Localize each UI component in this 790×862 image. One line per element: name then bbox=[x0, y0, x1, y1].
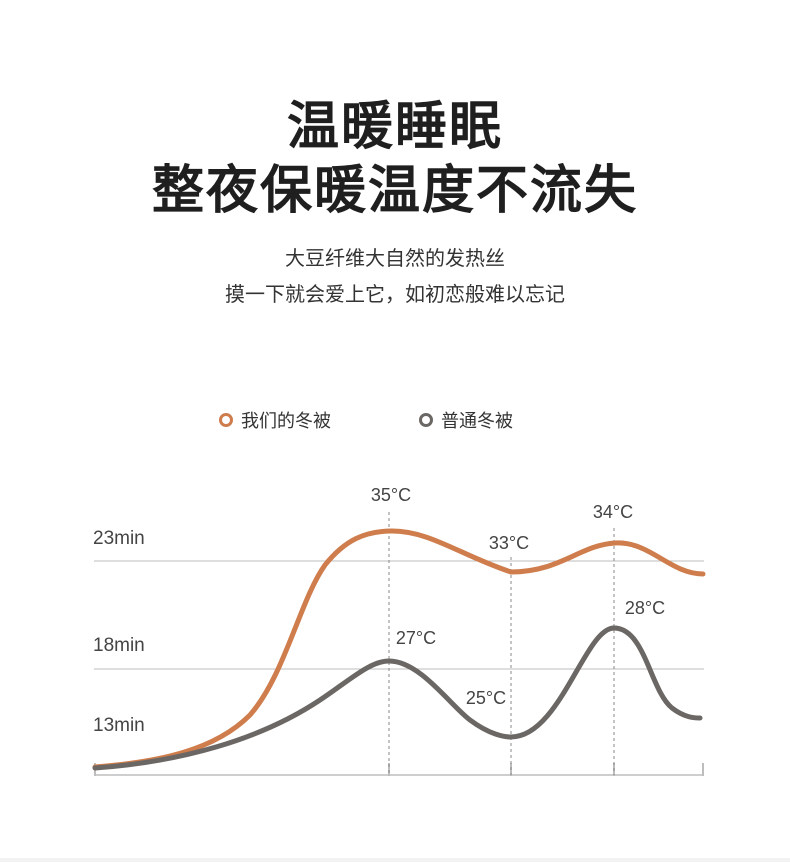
bottom-divider bbox=[0, 858, 790, 862]
y-tick-label-13min: 13min bbox=[93, 715, 145, 736]
data-label-normal-1: 27°C bbox=[396, 628, 436, 648]
legend-label-ours: 我们的冬被 bbox=[241, 411, 331, 432]
subtitle-line-2: 摸一下就会爱上它，如初恋般难以忘记 bbox=[225, 282, 565, 306]
headline-line-1: 温暖睡眠 bbox=[286, 97, 503, 157]
data-label-ours-3: 34°C bbox=[593, 502, 633, 522]
temperature-chart: 23min 18min 13min 35°C 33°C 34°C 27°C 25… bbox=[92, 485, 706, 776]
legend-ring-normal-icon bbox=[419, 413, 433, 427]
y-tick-label-18min: 18min bbox=[93, 635, 145, 656]
data-label-normal-2: 25°C bbox=[466, 688, 506, 708]
headline-line-2: 整夜保暖温度不流失 bbox=[151, 161, 638, 221]
legend-item-ours: 我们的冬被 bbox=[219, 407, 331, 433]
series-line-normal bbox=[92, 625, 703, 771]
subtitle-line-1: 大豆纤维大自然的发热丝 bbox=[285, 246, 505, 270]
legend-item-normal: 普通冬被 bbox=[419, 407, 513, 433]
data-label-ours-2: 33°C bbox=[489, 533, 529, 553]
y-tick-label-23min: 23min bbox=[93, 528, 145, 549]
data-label-normal-3: 28°C bbox=[625, 598, 665, 618]
legend-label-normal: 普通冬被 bbox=[441, 411, 513, 432]
legend-ring-ours-icon bbox=[219, 413, 233, 427]
series-line-ours bbox=[92, 528, 706, 770]
data-label-ours-1: 35°C bbox=[371, 485, 411, 505]
